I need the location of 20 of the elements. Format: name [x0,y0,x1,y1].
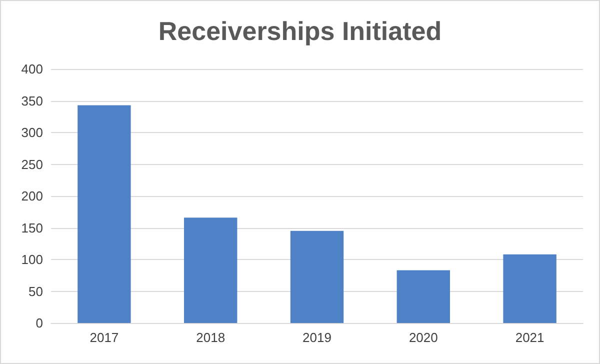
y-tick-label: 350 [21,93,43,108]
y-tick-label: 100 [21,252,43,267]
bar [290,230,344,323]
x-tick-label: 2017 [90,330,119,345]
chart-title: Receiverships Initiated [158,16,442,46]
bar [78,105,131,323]
y-tick-label: 150 [21,220,43,236]
bar [396,270,450,323]
x-tick-label: 2020 [408,330,438,345]
y-tick-label: 0 [36,316,43,330]
y-tick-label: 300 [21,125,43,140]
bar [503,254,556,323]
x-tick-label: 2019 [302,330,332,345]
y-tick-label: 250 [21,156,43,172]
bar [184,218,238,323]
y-tick-label: 400 [21,62,43,76]
x-tick-label: 2021 [515,330,544,345]
y-tick-label: 50 [28,284,43,299]
x-tick-label: 2018 [196,330,226,345]
y-tick-label: 200 [21,188,43,204]
